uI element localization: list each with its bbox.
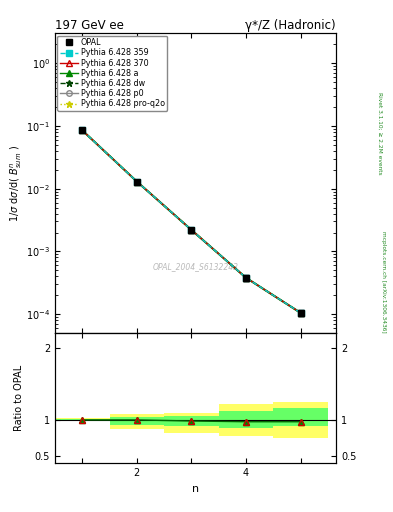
Text: mcplots.cern.ch [arXiv:1306.3436]: mcplots.cern.ch [arXiv:1306.3436] [381,231,386,332]
Legend: OPAL, Pythia 6.428 359, Pythia 6.428 370, Pythia 6.428 a, Pythia 6.428 dw, Pythi: OPAL, Pythia 6.428 359, Pythia 6.428 370… [57,36,167,111]
Text: 197 GeV ee: 197 GeV ee [55,19,124,32]
X-axis label: n: n [192,484,199,494]
Y-axis label: 1/$\sigma$ d$\sigma$/d( $B^n_{sum}$ ): 1/$\sigma$ d$\sigma$/d( $B^n_{sum}$ ) [9,144,24,222]
Text: γ*/Z (Hadronic): γ*/Z (Hadronic) [245,19,336,32]
Text: Rivet 3.1.10; ≥ 2.2M events: Rivet 3.1.10; ≥ 2.2M events [377,92,382,175]
Text: OPAL_2004_S6132243: OPAL_2004_S6132243 [152,263,239,271]
Y-axis label: Ratio to OPAL: Ratio to OPAL [14,365,24,431]
